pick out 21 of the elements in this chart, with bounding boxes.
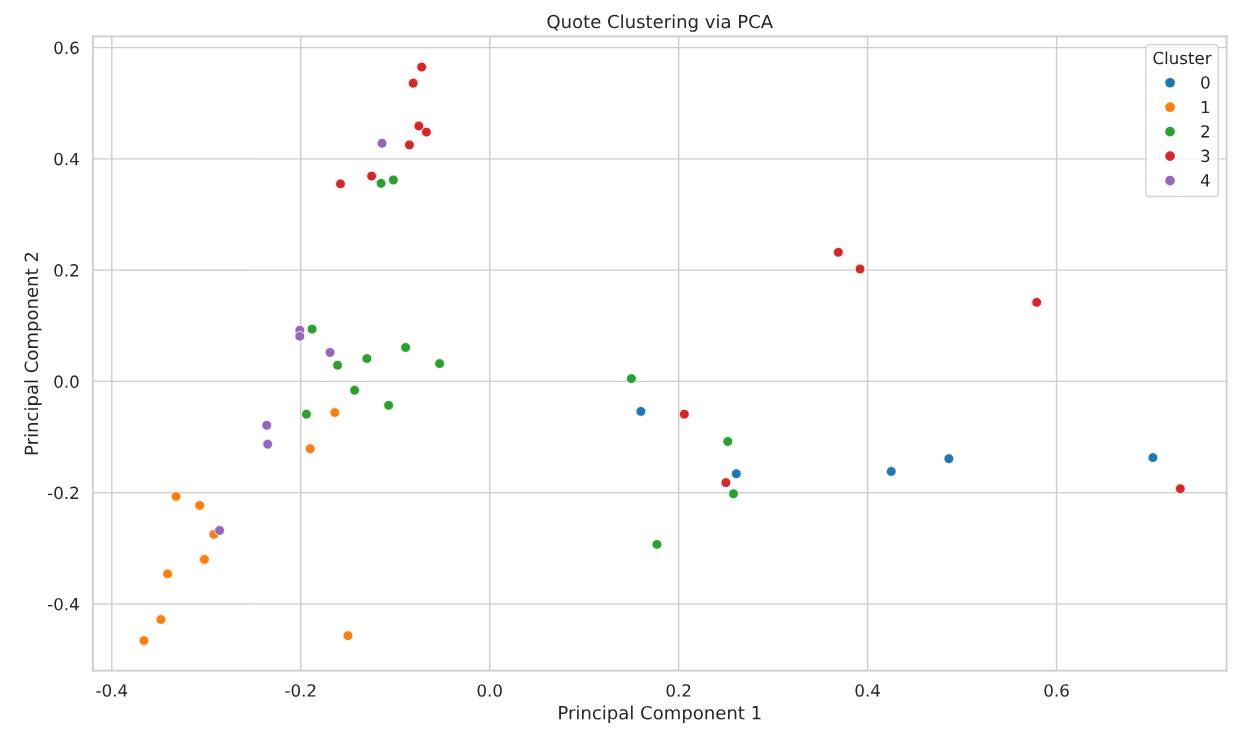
legend-label: 4 [1200, 174, 1210, 187]
legend-label: 1 [1201, 100, 1210, 114]
x-tick-label: 0.0 [477, 684, 502, 697]
y-tick-label: 0.2 [54, 264, 79, 277]
legend-title: Cluster [1153, 51, 1212, 65]
legend-label: 0 [1201, 76, 1210, 89]
y-tick-label: -0.2 [48, 486, 79, 500]
x-tick-label: 0.6 [1044, 684, 1069, 697]
x-axis-title: Principal Component 1 [559, 705, 761, 724]
y-tick-label: -0.4 [48, 597, 79, 611]
x-tick-label: -0.4 [96, 684, 128, 697]
x-tick-label: 0.4 [855, 684, 880, 697]
legend-label: 2 [1201, 125, 1209, 138]
legend-label: 3 [1201, 149, 1210, 163]
y-axis-title: Principal Component 2 [24, 253, 42, 455]
chart-title: Quote Clustering via PCA [547, 14, 773, 32]
y-tick-label: 0.4 [54, 152, 79, 166]
x-tick-label: 0.2 [666, 684, 691, 697]
y-tick-label: 0.6 [54, 41, 79, 55]
y-tick-label: 0.0 [54, 375, 79, 388]
x-tick-label: -0.2 [285, 684, 316, 697]
